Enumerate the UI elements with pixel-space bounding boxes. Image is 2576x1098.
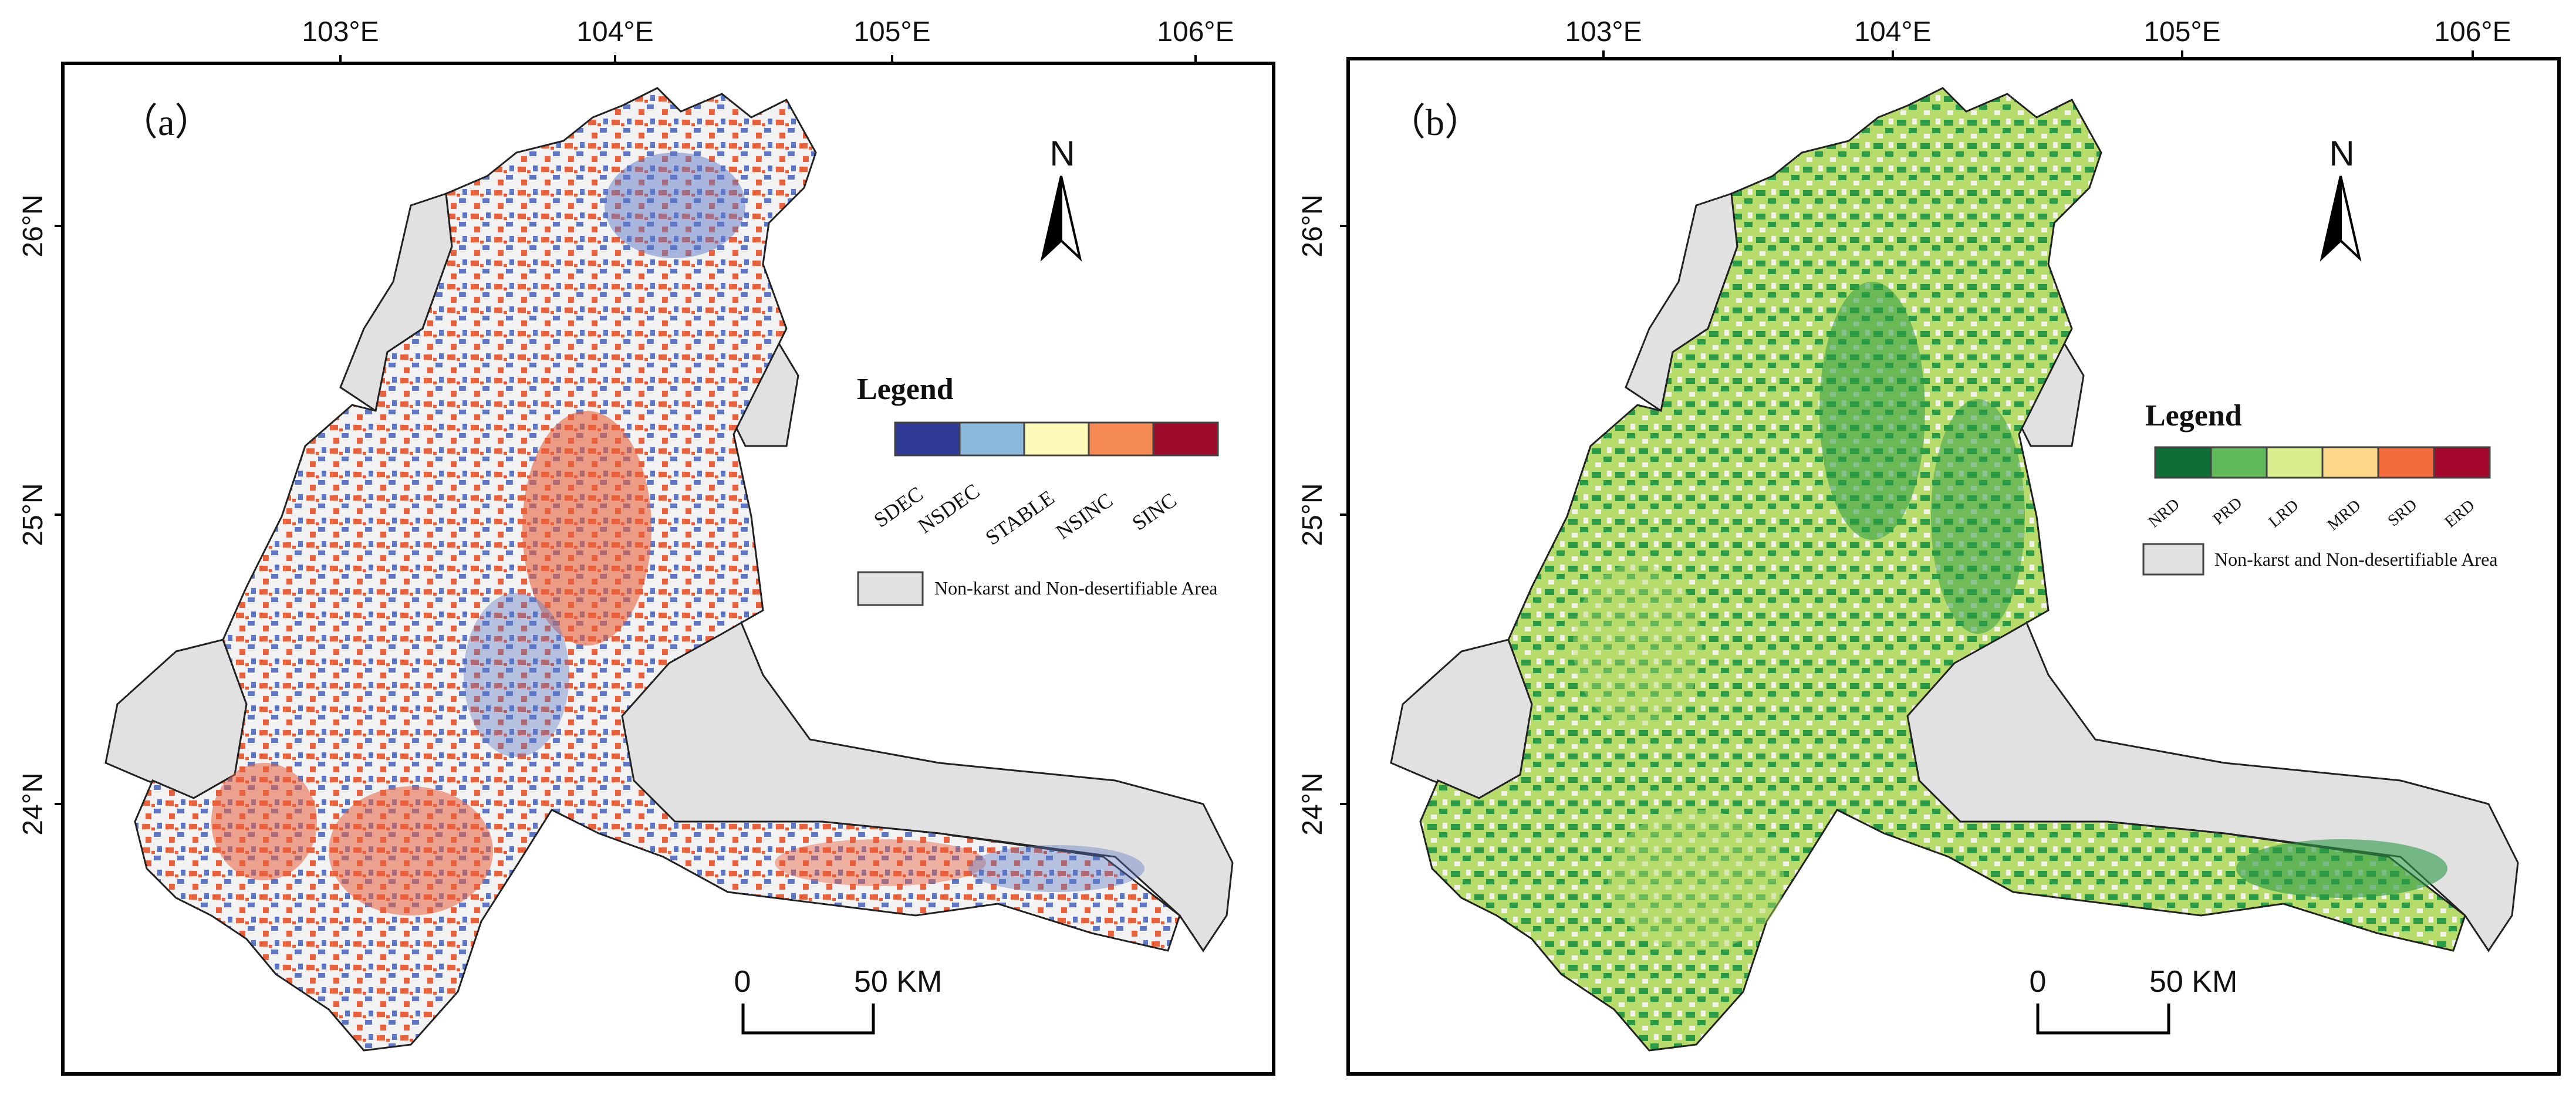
scale-end-label: 50 KM: [2149, 965, 2237, 999]
lon-ticks: 103°E 104°E 105°E 106°E: [1565, 16, 2511, 59]
scale-start-label: 0: [2030, 965, 2047, 999]
lat-tick-label: 24°N: [18, 772, 49, 835]
lon-tick-label: 103°E: [1565, 16, 1642, 48]
lat-tick-label: 26°N: [18, 194, 49, 257]
lat-tick-label: 24°N: [1297, 772, 1328, 835]
north-arrow-label: N: [2329, 134, 2354, 173]
map-panel-b: 103°E 104°E 105°E 106°E 26°N 25°N 24°N （…: [1285, 0, 2571, 1098]
legend-swatch: [2433, 446, 2491, 479]
lon-tick-label: 104°E: [576, 16, 653, 48]
lat-ticks: 26°N 25°N 24°N: [18, 194, 63, 836]
legend-swatch: [2321, 446, 2379, 479]
map-a-svg: 103°E 104°E 105°E 106°E 26°N 25°N 24°N: [18, 16, 1275, 1076]
lat-tick-label: 26°N: [1297, 194, 1328, 257]
lon-tick-label: 104°E: [1854, 16, 1931, 48]
lon-ticks: 103°E 104°E 105°E 106°E: [302, 16, 1234, 63]
lon-tick-label: 103°E: [302, 16, 379, 48]
legend-swatch: [1152, 421, 1219, 457]
legend-swatch-nonkarst: [2142, 543, 2204, 576]
lat-ticks: 26°N 25°N 24°N: [1297, 194, 1348, 836]
map-panel-a: 103°E 104°E 105°E 106°E 26°N 25°N 24°N: [0, 0, 1285, 1098]
legend-title: Legend: [2145, 399, 2242, 433]
lat-tick-label: 25°N: [18, 483, 49, 546]
lat-tick-label: 25°N: [1297, 483, 1328, 546]
legend-swatch: [1023, 421, 1090, 457]
lon-tick-label: 105°E: [2143, 16, 2220, 48]
scale-bar: 0 50 KM: [734, 965, 942, 1035]
panel-label: （a）: [120, 102, 212, 143]
legend-swatch: [2266, 446, 2324, 479]
lon-tick-label: 105°E: [853, 16, 930, 48]
legend-swatch: [2377, 446, 2435, 479]
scale-end-label: 50 KM: [854, 965, 942, 999]
north-arrow: N: [2320, 134, 2362, 262]
lon-tick-label: 106°E: [2434, 16, 2511, 48]
legend-swatch: [2154, 446, 2212, 479]
legend-label-nonkarst: Non-karst and Non-desertifiable Area: [2214, 549, 2497, 570]
legend-swatch: [1088, 421, 1154, 457]
north-arrow: N: [1040, 134, 1082, 262]
map-patches: [211, 153, 1144, 915]
legend-swatch: [2210, 446, 2268, 479]
legend-title: Legend: [857, 373, 954, 406]
legend-swatch: [958, 421, 1025, 457]
panel-label: （b）: [1388, 102, 1482, 143]
legend: Legend NRD PRD LRD MRD SRD ERD Non-karst…: [2142, 399, 2497, 576]
map-patches: [1573, 282, 2447, 951]
north-arrow-label: N: [1049, 134, 1075, 173]
scale-bar: 0 50 KM: [2030, 965, 2237, 1035]
legend-swatch-nonkarst: [857, 571, 924, 606]
map-b-svg: 103°E 104°E 105°E 106°E 26°N 25°N 24°N （…: [1297, 16, 2561, 1076]
legend-swatch: [894, 421, 961, 457]
lon-tick-label: 106°E: [1157, 16, 1234, 48]
scale-start-label: 0: [734, 965, 751, 999]
legend-label-nonkarst: Non-karst and Non-desertifiable Area: [934, 577, 1217, 599]
